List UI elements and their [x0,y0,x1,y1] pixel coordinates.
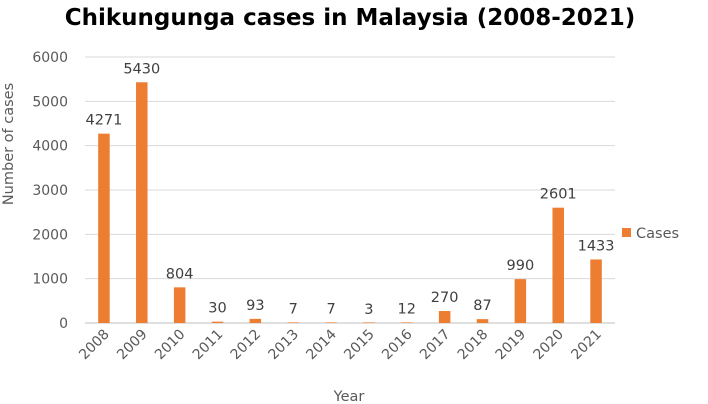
legend: Cases [622,226,679,242]
data-label-2017: 270 [431,290,459,306]
bar-2013 [287,322,299,323]
data-label-2008: 4271 [85,113,122,129]
bar-2021 [590,259,602,323]
data-label-2021: 1433 [578,238,615,254]
bar-2016 [401,322,413,323]
bar-2009 [136,82,148,324]
x-tick-label-2012: 2012 [228,327,265,364]
data-label-2020: 2601 [540,187,577,203]
bar-2012 [249,318,262,323]
chart-title: Chikungunga cases in Malaysia (2008-2021… [65,5,636,31]
y-tick-label: 1000 [32,272,68,288]
x-tick-label-2017: 2017 [417,327,454,364]
y-tick-label: 2000 [32,227,68,243]
x-tick-label-2016: 2016 [379,326,416,363]
x-tick-label-2008: 2008 [76,327,113,364]
y-axis-tick-labels: 0 1000 2000 3000 4000 5000 6000 [32,50,68,332]
bar-2015 [363,322,375,323]
data-label-2018: 87 [473,298,491,314]
x-tick-label-2018: 2018 [455,327,492,364]
data-label-2015: 3 [364,302,373,318]
legend-label: Cases [636,226,679,242]
y-tick-label: 4000 [32,139,68,155]
data-label-2010: 804 [166,266,194,282]
bar-2018 [476,319,489,323]
x-tick-label-2011: 2011 [190,327,227,364]
bar-2014 [325,322,337,323]
x-tick-label-2014: 2014 [303,326,340,363]
y-tick-label: 3000 [32,183,68,199]
bar-2017 [438,311,451,323]
data-label-2009: 5430 [123,61,160,77]
bar-2010 [173,287,186,323]
data-label-2014: 7 [326,302,335,318]
y-tick-label: 0 [59,316,68,332]
y-tick-label: 5000 [32,94,68,110]
x-axis-title: Year [333,389,365,404]
x-axis-tick-labels: 2008 2009 2010 2011 2012 2013 2014 2015 2016 2017… [76,326,605,363]
data-label-2013: 7 [289,302,298,318]
x-tick-label-2009: 2009 [114,327,151,364]
legend-swatch [622,228,631,237]
x-tick-label-2010: 2010 [152,327,189,364]
x-tick-label-2020: 2020 [531,327,568,364]
x-tick-label-2015: 2015 [341,327,378,364]
bar-2020 [552,207,564,323]
bar-2008 [98,133,110,323]
gridlines [85,56,615,324]
y-tick-label: 6000 [32,50,68,66]
bars [98,82,602,324]
data-label-2011: 30 [208,301,226,317]
data-labels: 4271 5430 804 30 93 7 7 3 12 270 87 990 2601 1433 [85,61,614,318]
data-label-2019: 990 [507,258,535,274]
bar-2019 [514,279,527,323]
data-label-2016: 12 [398,301,416,317]
bar-2011 [211,321,224,323]
data-label-2012: 93 [246,298,264,314]
x-tick-label-2021: 2021 [568,327,605,364]
x-tick-label-2013: 2013 [266,327,303,364]
y-axis-title: Number of cases [1,83,17,205]
x-tick-label-2019: 2019 [493,327,530,364]
